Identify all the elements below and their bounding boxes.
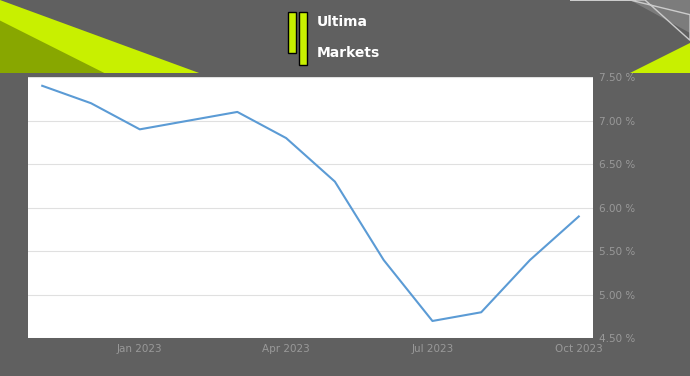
Polygon shape [630,42,690,73]
Polygon shape [560,0,690,33]
Text: Ultima: Ultima [317,15,368,29]
Text: Markets: Markets [317,46,380,60]
Polygon shape [0,0,200,73]
FancyBboxPatch shape [299,12,307,65]
FancyBboxPatch shape [288,12,296,53]
Polygon shape [0,21,105,73]
